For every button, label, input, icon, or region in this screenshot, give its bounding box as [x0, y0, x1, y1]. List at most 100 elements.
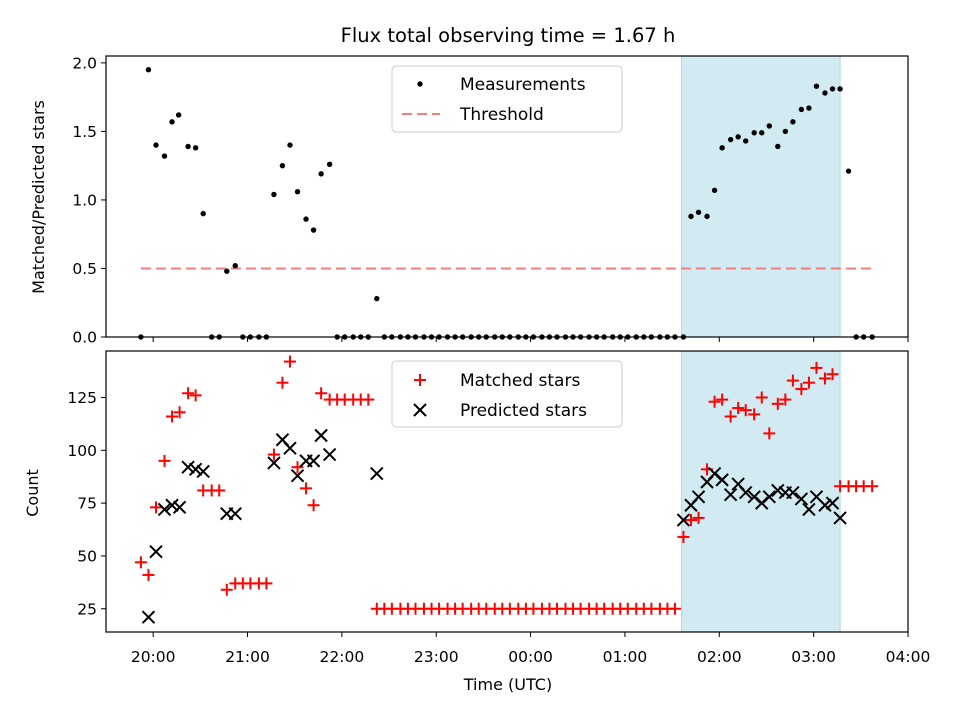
predicted-point [314, 428, 328, 443]
matched-point [802, 376, 815, 389]
predicted-point [762, 490, 777, 504]
measurement-point [704, 213, 710, 220]
legend-predicted-label: Predicted stars [460, 401, 587, 421]
y-tick-label: 1.0 [72, 191, 97, 209]
measurement-point [374, 295, 380, 302]
predicted-point [141, 610, 156, 624]
matched-point [771, 397, 784, 410]
y-tick-label: 100 [67, 442, 97, 460]
matched-point [826, 368, 839, 381]
predicted-point [370, 466, 384, 481]
matched-point [810, 361, 823, 374]
matched-point [182, 387, 195, 400]
bottom-ticks: 25 50 75 100 125 [67, 389, 909, 637]
matched-point [795, 383, 808, 396]
matched-point [173, 406, 186, 419]
y-tick-label: 2.0 [72, 54, 97, 72]
measurement-point [751, 130, 757, 136]
matched-point [291, 461, 304, 474]
x-tick-label: 23:00 [414, 648, 459, 666]
top-axes-frame [105, 55, 909, 338]
x-tick-label: 21:00 [225, 648, 270, 666]
matched-point [763, 427, 776, 440]
measurement-point [711, 187, 718, 194]
predicted-point [306, 454, 321, 468]
bottom-panel: 25 50 75 100 125 Count Matched stars Predict… [23, 350, 909, 637]
measurement-point [279, 162, 286, 169]
matched-point [755, 391, 768, 404]
y-tick-label: 0.0 [72, 329, 97, 347]
x-axis-title: Time (UTC) [463, 675, 552, 694]
measurement-point [145, 67, 152, 73]
matched-stars-series [134, 355, 879, 615]
y-tick-label: 1.5 [72, 123, 97, 141]
measurement-point [829, 86, 836, 92]
measurement-point [845, 168, 852, 174]
predicted-point [786, 485, 800, 500]
measurement-point [153, 142, 159, 148]
measurement-point [695, 209, 702, 215]
matched-point [220, 583, 233, 596]
predicted-point [723, 487, 738, 502]
measurement-point [185, 143, 191, 150]
predicted-point [771, 483, 785, 498]
predicted-point [149, 545, 163, 559]
measurement-point [759, 130, 765, 136]
y-tick-label: 125 [67, 389, 97, 407]
predicted-point [322, 447, 337, 462]
predicted-point [165, 498, 179, 512]
x-tick-label: 02:00 [697, 648, 742, 666]
x-tick-label: 20:00 [131, 648, 176, 666]
bottom-legend: Matched stars Predicted stars [391, 360, 623, 428]
top-y-axis-title: Matched/Predicted stars [29, 100, 48, 294]
measurement-point [766, 123, 773, 129]
measurement-point [326, 161, 333, 167]
measurement-point [232, 263, 238, 269]
matched-point [134, 556, 147, 569]
measurement-point [318, 171, 324, 177]
predicted-point [676, 513, 691, 527]
top-ticks: 0.0 0.5 1.0 1.5 2.0 [72, 54, 909, 347]
top-legend: Measurements Threshold [391, 65, 623, 133]
matched-point [866, 480, 879, 493]
predicted-point [825, 496, 840, 510]
measurement-point [169, 119, 175, 125]
predicted-point [172, 500, 187, 515]
matched-point [166, 410, 179, 423]
predicted-point [833, 511, 847, 525]
predicted-point [715, 473, 729, 487]
matched-point [818, 372, 831, 385]
x-tick-labels: 20:00 21:00 22:00 23:00 00:00 01:00 02:00 03:00… [131, 648, 930, 666]
matched-point [677, 530, 690, 543]
matched-point [158, 454, 171, 467]
matched-point [150, 501, 163, 514]
measurement-point [310, 227, 317, 233]
measurement-point [813, 83, 820, 89]
x-tick-label: 00:00 [508, 648, 553, 666]
predicted-point [196, 464, 210, 479]
matched-point [260, 577, 273, 590]
legend-threshold-label: Threshold [459, 105, 544, 125]
matched-point [307, 499, 320, 512]
matched-point [786, 374, 799, 387]
measurement-point [224, 268, 230, 274]
matched-point [315, 387, 328, 400]
y-tick-label: 50 [77, 547, 97, 565]
y-tick-label: 0.5 [72, 260, 97, 278]
legend-measurements-marker [417, 81, 423, 87]
predicted-point [802, 502, 816, 517]
matched-point [739, 404, 752, 417]
matched-point [189, 389, 202, 402]
matched-point [716, 393, 729, 406]
predicted-point [157, 502, 172, 517]
measurement-point [782, 128, 789, 135]
measurement-point [303, 216, 309, 222]
measurement-point [837, 86, 843, 92]
matched-point [300, 482, 313, 495]
matched-point [684, 514, 697, 527]
legend-predicted-marker [413, 403, 427, 417]
measurement-point [798, 106, 805, 113]
matched-point [724, 410, 737, 423]
measurement-point [775, 143, 781, 150]
